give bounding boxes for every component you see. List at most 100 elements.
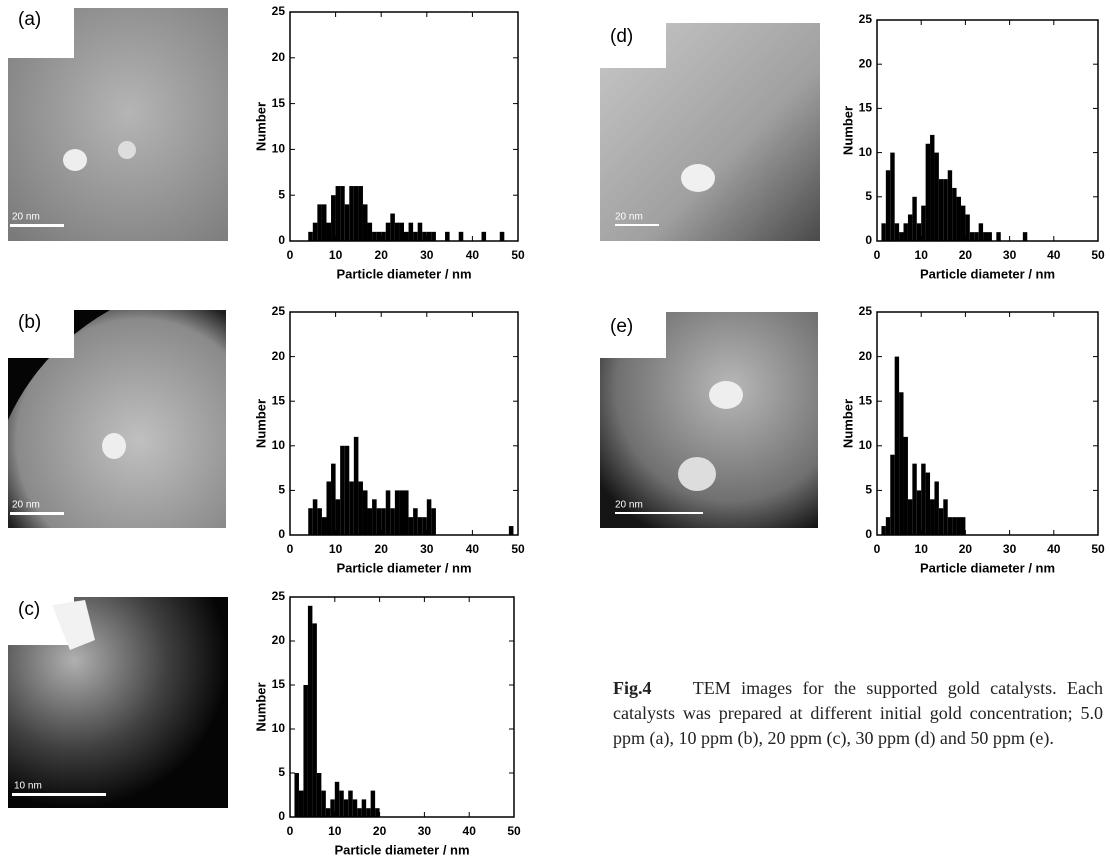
bar	[308, 508, 313, 535]
y-tick-label: 20	[859, 349, 873, 363]
bar	[340, 445, 345, 535]
bar	[996, 232, 1001, 241]
bar	[943, 499, 948, 535]
bar	[912, 463, 917, 535]
y-tick-label: 25	[272, 589, 286, 603]
bar	[930, 134, 935, 241]
bar	[335, 499, 341, 535]
x-axis-label: Particle diameter / nm	[920, 266, 1055, 281]
bar	[381, 508, 386, 535]
bar	[390, 213, 395, 241]
bar	[912, 196, 917, 241]
y-tick-label: 10	[272, 142, 286, 156]
x-axis-label: Particle diameter / nm	[336, 266, 471, 281]
bar	[413, 231, 418, 241]
x-tick-label: 10	[329, 542, 343, 556]
bar	[404, 490, 409, 535]
y-tick-label: 5	[278, 187, 285, 201]
image-label: (d)	[610, 26, 633, 47]
y-tick-label: 15	[272, 96, 286, 110]
bar	[952, 187, 957, 241]
bar	[349, 186, 354, 241]
x-tick-label: 20	[375, 542, 389, 556]
y-tick-label: 10	[859, 145, 873, 159]
bar	[956, 196, 961, 241]
bar	[353, 186, 359, 241]
bar	[376, 231, 382, 241]
y-tick-label: 20	[859, 56, 873, 70]
y-tick-label: 10	[272, 721, 286, 735]
bar	[385, 490, 391, 535]
bar	[349, 481, 354, 535]
bar	[956, 517, 961, 535]
bar	[916, 490, 922, 535]
bar	[308, 231, 313, 241]
bar	[390, 508, 395, 535]
x-tick-label: 0	[287, 542, 294, 556]
x-axis-label: Particle diameter / nm	[334, 842, 469, 857]
bar	[307, 605, 313, 817]
bar	[983, 232, 988, 241]
y-axis-label: Number	[840, 399, 855, 448]
bar	[890, 152, 895, 241]
y-tick-label: 0	[278, 233, 285, 247]
scale-bar-label: 20 nm	[615, 500, 643, 511]
bar	[353, 436, 359, 535]
scale-bar-label: 20 nm	[12, 500, 40, 511]
x-tick-label: 50	[511, 248, 525, 262]
bar	[352, 799, 358, 817]
bar	[362, 204, 368, 241]
bar	[358, 186, 363, 241]
bar	[367, 508, 373, 535]
bar	[339, 790, 344, 817]
image-label: (a)	[18, 9, 41, 30]
y-tick-label: 10	[859, 438, 873, 452]
tem-image-d: (d) 20 nm	[598, 20, 820, 241]
x-axis-label: Particle diameter / nm	[336, 560, 471, 575]
y-tick-label: 0	[278, 527, 285, 541]
scale-bar-label: 20 nm	[12, 212, 40, 223]
x-tick-label: 0	[287, 824, 294, 838]
bar	[372, 499, 377, 535]
bar	[960, 205, 966, 241]
y-tick-label: 0	[278, 809, 285, 823]
x-tick-label: 0	[874, 542, 881, 556]
bar	[316, 773, 322, 817]
scale-bar-label: 10 nm	[14, 781, 42, 792]
bar	[481, 231, 487, 241]
bar	[508, 526, 514, 535]
y-tick-label: 20	[272, 633, 286, 647]
bar	[921, 463, 926, 535]
bar	[357, 808, 362, 817]
bar	[499, 231, 505, 241]
x-tick-label: 20	[373, 824, 387, 838]
tem-image-e: (e) 20 nm	[598, 310, 818, 528]
bar	[361, 799, 367, 817]
bar	[934, 481, 939, 535]
bar	[952, 517, 957, 535]
caption-label: Fig.4	[613, 678, 652, 698]
caption: Fig.4 TEM images for the supported gold …	[613, 676, 1103, 751]
x-tick-label: 30	[418, 824, 432, 838]
x-tick-label: 10	[915, 248, 929, 262]
bar	[312, 623, 317, 817]
bar	[445, 231, 450, 241]
bar	[343, 799, 349, 817]
bar	[340, 186, 345, 241]
x-axis-label: Particle diameter / nm	[920, 560, 1055, 575]
y-tick-label: 5	[278, 765, 285, 779]
bar	[978, 223, 984, 241]
bar	[317, 508, 322, 535]
bar	[335, 186, 341, 241]
bar	[404, 231, 409, 241]
bar	[317, 204, 322, 241]
bar	[321, 204, 327, 241]
bar	[899, 392, 904, 535]
bar	[344, 445, 350, 535]
bar	[947, 170, 953, 241]
bar	[408, 222, 414, 241]
y-tick-label: 5	[278, 483, 285, 497]
bar	[925, 472, 931, 535]
bar	[426, 231, 432, 241]
bar	[974, 232, 979, 241]
